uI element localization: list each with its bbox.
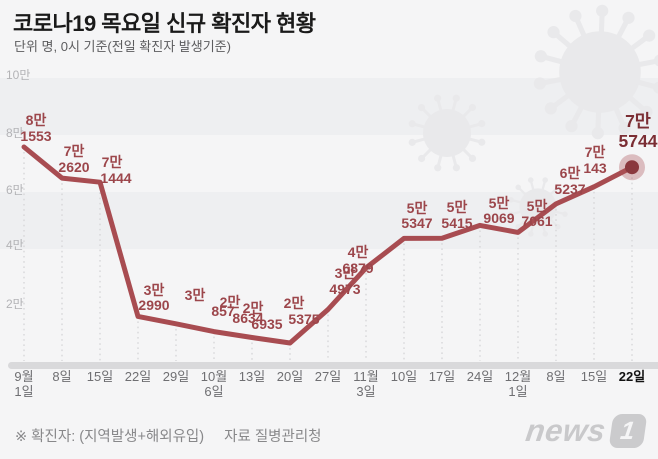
footnote: ※ 확진자: (지역발생+해외유입) 자료 질병관리청 [15, 425, 322, 446]
virus-watermark-icon [533, 4, 658, 140]
news1-logo: news 1 [524, 413, 648, 449]
x-axis-line [8, 362, 658, 369]
news1-logo-badge: 1 [608, 414, 648, 448]
virus-watermark-icon [508, 177, 568, 237]
confirmed-cases-note: ※ 확진자: (지역발생+해외유입) [15, 429, 205, 445]
data-source: 자료 질병관리청 [224, 429, 322, 445]
end-point-marker [625, 160, 639, 175]
page-title: 코로나19 목요일 신규 확진자 현황 [13, 11, 316, 36]
news1-logo-text: news [524, 413, 609, 448]
chart-unit-note: 단위 명, 0시 기준(전일 확진자 발생기준) [14, 39, 231, 54]
data-line [21, 144, 635, 346]
virus-watermark-icon [408, 94, 486, 172]
